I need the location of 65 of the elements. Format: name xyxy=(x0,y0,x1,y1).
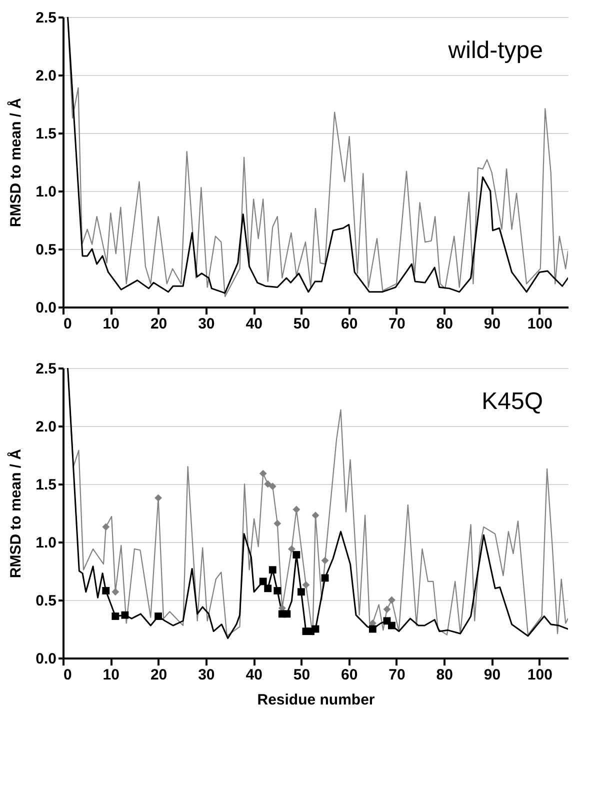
point xyxy=(368,625,376,633)
x-tick-label: 40 xyxy=(246,316,262,332)
y-tick-label: 1.5 xyxy=(36,476,56,494)
x-tick-label: 50 xyxy=(293,316,310,332)
point xyxy=(274,520,282,528)
x-tick-label: 20 xyxy=(150,666,168,684)
y-tick-label: 2.5 xyxy=(36,360,56,378)
x-tick-label: 90 xyxy=(484,316,501,332)
x-tick-label: 100 xyxy=(527,316,552,332)
x-tick-label: 60 xyxy=(341,316,358,332)
y-axis-title: RMSD to mean / Å xyxy=(6,98,25,228)
point xyxy=(264,584,272,592)
x-tick-label: 70 xyxy=(388,666,406,684)
point xyxy=(302,581,310,589)
point xyxy=(264,480,272,488)
point xyxy=(321,556,329,564)
point xyxy=(102,523,110,531)
y-tick-label: 2.0 xyxy=(36,418,56,436)
point xyxy=(112,588,120,596)
point xyxy=(298,588,305,596)
point xyxy=(268,566,276,574)
y-tick-label: 1.0 xyxy=(36,534,56,552)
point xyxy=(154,494,162,502)
point xyxy=(268,482,276,490)
y-tick-label: 0.0 xyxy=(36,300,56,316)
x-tick-label: 30 xyxy=(198,316,215,332)
x-tick-label: 0 xyxy=(64,666,72,684)
y-tick-label: 2.5 xyxy=(36,10,56,26)
point xyxy=(283,610,291,618)
point xyxy=(259,470,267,478)
point xyxy=(274,587,282,594)
point xyxy=(312,512,320,520)
y-tick-label: 2.0 xyxy=(36,68,56,84)
y-tick-label: 0.0 xyxy=(36,650,56,668)
annotation: K45Q xyxy=(482,388,543,415)
point xyxy=(388,622,396,630)
x-tick-label: 50 xyxy=(293,666,310,684)
y-tick-label: 1.0 xyxy=(36,184,56,200)
y-tick-label: 0.5 xyxy=(36,592,56,610)
point xyxy=(292,506,300,514)
x-tick-label: 20 xyxy=(150,316,168,332)
x-tick-label: 10 xyxy=(102,316,120,332)
x-axis-title: Residue number xyxy=(257,692,375,708)
x-tick-label: 60 xyxy=(341,666,358,684)
y-tick-label: 1.5 xyxy=(36,126,56,142)
x-tick-label: 80 xyxy=(436,316,453,332)
annotation: wild-type xyxy=(447,37,543,64)
y-tick-label: 0.5 xyxy=(36,242,56,258)
x-tick-label: 100 xyxy=(527,666,552,684)
point xyxy=(383,606,391,613)
point xyxy=(154,612,162,620)
point xyxy=(112,612,120,620)
point xyxy=(121,611,129,619)
point xyxy=(259,578,267,586)
point xyxy=(292,551,300,558)
x-tick-label: 80 xyxy=(436,666,453,684)
point xyxy=(102,587,110,594)
y-axis-title: RMSD to mean / Å xyxy=(6,448,25,578)
x-tick-label: 10 xyxy=(102,666,120,684)
x-tick-label: 0 xyxy=(64,316,72,332)
x-tick-label: 70 xyxy=(388,316,406,332)
x-tick-label: 90 xyxy=(484,666,501,684)
x-tick-label: 30 xyxy=(198,666,215,684)
x-tick-label: 40 xyxy=(246,666,262,684)
point xyxy=(288,545,296,553)
